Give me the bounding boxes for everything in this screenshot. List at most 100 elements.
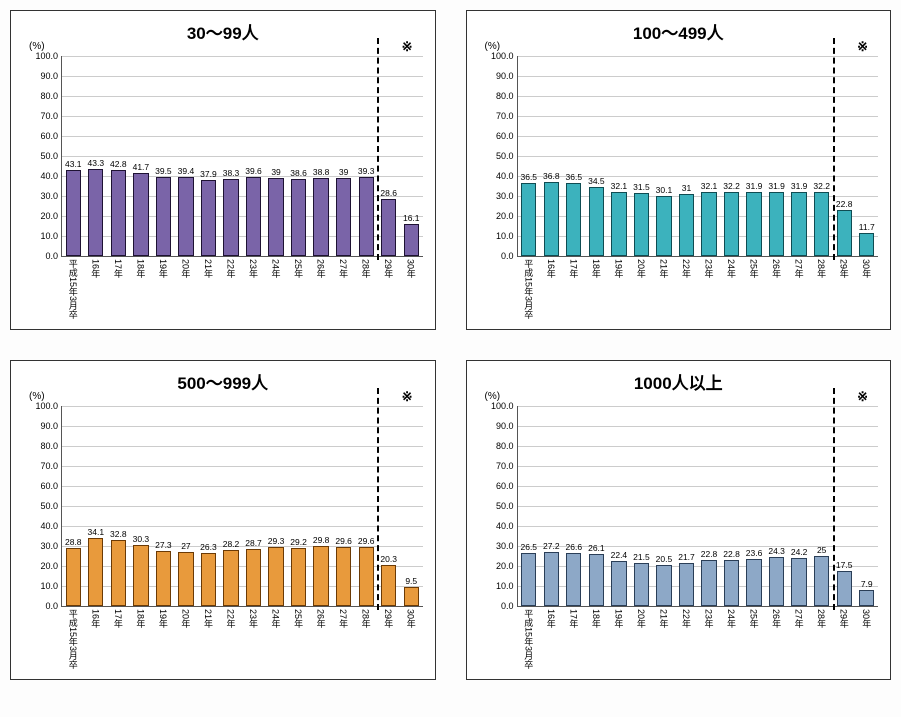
y-tick-label: 90.0 — [40, 71, 58, 81]
x-tick-label: 17年 — [112, 259, 125, 278]
x-tick-label: 27年 — [793, 609, 806, 628]
y-tick-label: 30.0 — [40, 191, 58, 201]
bar — [656, 196, 671, 256]
bar-value-label: 38.3 — [223, 168, 240, 178]
y-tick-label: 20.0 — [496, 211, 514, 221]
bar-value-label: 23.6 — [746, 548, 763, 558]
bar — [566, 553, 581, 606]
bar — [291, 179, 306, 256]
x-tick-label: 27年 — [793, 259, 806, 278]
bar-slot: 32.224年 — [720, 56, 743, 256]
bar — [746, 192, 761, 256]
x-tick-label: 20年 — [179, 259, 192, 278]
bar-slot: 31.520年 — [630, 56, 653, 256]
bar-slot: 24.227年 — [788, 406, 811, 606]
bar-slot: 20.329年 — [377, 406, 400, 606]
y-tick-label: 90.0 — [496, 71, 514, 81]
bar-value-label: 22.8 — [723, 549, 740, 559]
bar-slot: 2528年 — [810, 406, 833, 606]
bar-value-label: 32.2 — [723, 181, 740, 191]
bar-slot: 32.228年 — [810, 56, 833, 256]
bar — [88, 538, 103, 606]
bar-value-label: 29.6 — [358, 536, 375, 546]
chart-panel: 1000人以上(%)※0.010.020.030.040.050.060.070… — [466, 360, 892, 680]
bar — [111, 170, 126, 256]
bar — [611, 561, 626, 606]
x-tick-label: 20年 — [635, 259, 648, 278]
chart-grid: 30～99人(%)※0.010.020.030.040.050.060.070.… — [10, 10, 891, 680]
x-tick-label: 28年 — [815, 609, 828, 628]
bar-value-label: 30.1 — [656, 185, 673, 195]
x-tick-label: 27年 — [337, 259, 350, 278]
bar-value-label: 34.5 — [588, 176, 605, 186]
y-tick-label: 0.0 — [501, 251, 514, 261]
bar-value-label: 22.4 — [611, 550, 628, 560]
bar-value-label: 27 — [181, 541, 190, 551]
y-tick-label: 40.0 — [40, 171, 58, 181]
plot-area: 0.010.020.030.040.050.060.070.080.090.01… — [61, 56, 423, 257]
bar — [223, 179, 238, 256]
y-tick-label: 60.0 — [496, 131, 514, 141]
x-tick-label: 26年 — [315, 259, 328, 278]
bar-value-label: 29.8 — [313, 535, 330, 545]
bar-value-label: 9.5 — [405, 576, 417, 586]
bar — [837, 210, 852, 256]
bar-value-label: 24.3 — [768, 546, 785, 556]
y-tick-label: 60.0 — [40, 481, 58, 491]
x-tick-label: 19年 — [157, 259, 170, 278]
bar — [66, 548, 81, 606]
bar — [791, 192, 806, 256]
bar — [859, 590, 874, 606]
bar-slot: 43.1平成15年3月卒 — [62, 56, 85, 256]
bar-slot: 29.324年 — [265, 406, 288, 606]
bar-slot: 22.419年 — [608, 406, 631, 606]
y-tick-label: 50.0 — [496, 501, 514, 511]
x-tick-label: 16年 — [545, 609, 558, 628]
bar — [178, 177, 193, 256]
bar — [814, 192, 829, 256]
bar — [859, 233, 874, 256]
bar-slot: 29.628年 — [355, 406, 378, 606]
x-tick-label: 19年 — [157, 609, 170, 628]
x-tick-label: 19年 — [612, 609, 625, 628]
x-tick-label: 29年 — [838, 259, 851, 278]
y-tick-label: 50.0 — [496, 151, 514, 161]
bar-slot: 30.318年 — [130, 406, 153, 606]
bar-slot: 31.927年 — [788, 56, 811, 256]
chart-panel: 30～99人(%)※0.010.020.030.040.050.060.070.… — [10, 10, 436, 330]
y-tick-label: 40.0 — [496, 521, 514, 531]
bar-value-label: 31.9 — [791, 181, 808, 191]
bar — [679, 194, 694, 256]
bar-value-label: 25 — [817, 545, 826, 555]
y-tick-label: 0.0 — [45, 601, 58, 611]
bar-slot: 32.817年 — [107, 406, 130, 606]
x-tick-label: 23年 — [247, 609, 260, 628]
bar — [656, 565, 671, 606]
bar-slot: 3927年 — [332, 56, 355, 256]
y-tick-label: 20.0 — [496, 561, 514, 571]
bar — [201, 553, 216, 606]
y-tick-label: 0.0 — [45, 251, 58, 261]
bar-slot: 34.518年 — [585, 56, 608, 256]
x-tick-label: 22年 — [224, 609, 237, 628]
x-tick-label: 25年 — [748, 259, 761, 278]
bar-value-label: 24.2 — [791, 547, 808, 557]
bar-value-label: 26.6 — [566, 542, 583, 552]
bar-slot: 36.517年 — [563, 56, 586, 256]
bar — [724, 192, 739, 256]
bar-slot: 7.930年 — [855, 406, 878, 606]
y-tick-label: 50.0 — [40, 151, 58, 161]
bar-value-label: 43.1 — [65, 159, 82, 169]
bar-value-label: 29.3 — [268, 536, 285, 546]
bar — [404, 224, 419, 256]
bar — [679, 563, 694, 606]
bar — [359, 177, 374, 256]
x-tick-label: 17年 — [567, 259, 580, 278]
bar-value-label: 28.6 — [380, 188, 397, 198]
bar-slot: 28.723年 — [242, 406, 265, 606]
bar-slot: 21.722年 — [675, 406, 698, 606]
x-tick-label: 28年 — [360, 609, 373, 628]
bar-slot: 38.322年 — [220, 56, 243, 256]
bar-slot: 2720年 — [175, 406, 198, 606]
y-tick-label: 100.0 — [491, 401, 514, 411]
